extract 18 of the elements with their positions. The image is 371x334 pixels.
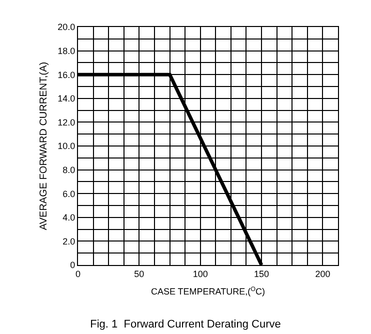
y-tick-label: 6.0: [62, 188, 76, 199]
x-tick-label: 150: [254, 268, 270, 279]
y-tick-label: 2.0: [62, 236, 76, 246]
y-tick-label: 12.0: [58, 117, 76, 128]
x-tick-label: 100: [192, 268, 208, 279]
y-tick-label: 0: [70, 260, 76, 270]
y-axis-title: AVERAGE FORWARD CURRENT,(A): [38, 62, 50, 230]
y-tick-label: 20.0: [58, 22, 76, 32]
text: Fig. 1 Forward Current Derating Curve: [90, 318, 281, 330]
y-tick-label: 18.0: [58, 46, 76, 56]
y-tick-label: 16.0: [58, 70, 76, 80]
y-tick-label: 14.0: [58, 94, 76, 104]
y-tick-label: 10.0: [58, 141, 76, 152]
x-tick-label: 50: [134, 268, 144, 279]
y-tick-label: 4.0: [62, 212, 76, 223]
y-tick-label: 8.0: [62, 164, 76, 175]
x-axis-title: CASE TEMPERATURE,($^{O}$C): [150, 286, 266, 297]
x-tick-label: 200: [315, 268, 330, 279]
